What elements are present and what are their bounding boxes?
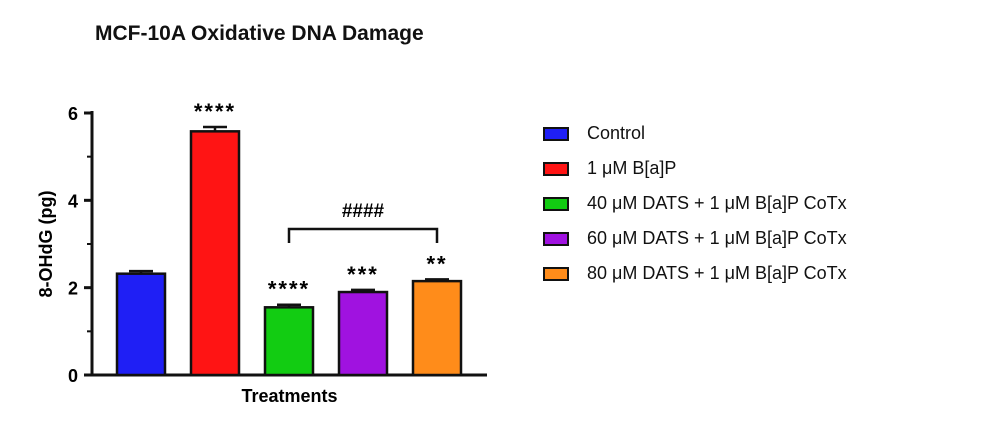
y-axis-label: 8-OHdG (pg): [36, 191, 56, 298]
legend-swatch: [543, 231, 569, 246]
legend-entry: 1 μM B[a]P: [543, 151, 847, 186]
legend-entry: 80 μM DATS + 1 μM B[a]P CoTx: [543, 256, 847, 291]
bracket-label: ####: [342, 201, 385, 222]
bar-3: [263, 306, 315, 377]
significance-4: ***: [347, 262, 379, 287]
bar-1: [115, 272, 167, 377]
legend-swatch: [543, 126, 569, 141]
legend-label: 60 μM DATS + 1 μM B[a]P CoTx: [587, 228, 847, 248]
bar-4: [337, 290, 389, 377]
legend-entry: 40 μM DATS + 1 μM B[a]P CoTx: [543, 186, 847, 221]
significance-3: ****: [268, 277, 310, 302]
legend-entry: 60 μM DATS + 1 μM B[a]P CoTx: [543, 221, 847, 256]
legend-label: Control: [587, 123, 646, 143]
significance-5: **: [426, 251, 447, 276]
legend-swatch: [543, 266, 569, 281]
legend-label: 80 μM DATS + 1 μM B[a]P CoTx: [587, 263, 847, 283]
y-tick-label: 2: [68, 279, 78, 299]
legend-label: 1 μM B[a]P: [587, 158, 677, 178]
legend-entry: Control: [543, 116, 847, 151]
chart-legend: Control 1 μM B[a]P 40 μM DATS + 1 μM B[a]P…: [543, 116, 847, 291]
chart-title: MCF-10A Oxidative DNA Damage: [95, 22, 424, 45]
y-tick-label: 6: [68, 104, 78, 124]
y-tick-label: 0: [68, 366, 78, 386]
legend-swatch: [543, 196, 569, 211]
y-tick-label: 4: [68, 191, 78, 211]
significance-2: ****: [194, 99, 236, 124]
legend-swatch: [543, 161, 569, 176]
comparison-bracket: [287, 227, 439, 243]
bar-5: [411, 279, 463, 377]
bar-2: [189, 130, 241, 377]
x-axis-label: Treatments: [241, 386, 337, 406]
legend-label: 40 μM DATS + 1 μM B[a]P CoTx: [587, 193, 847, 213]
